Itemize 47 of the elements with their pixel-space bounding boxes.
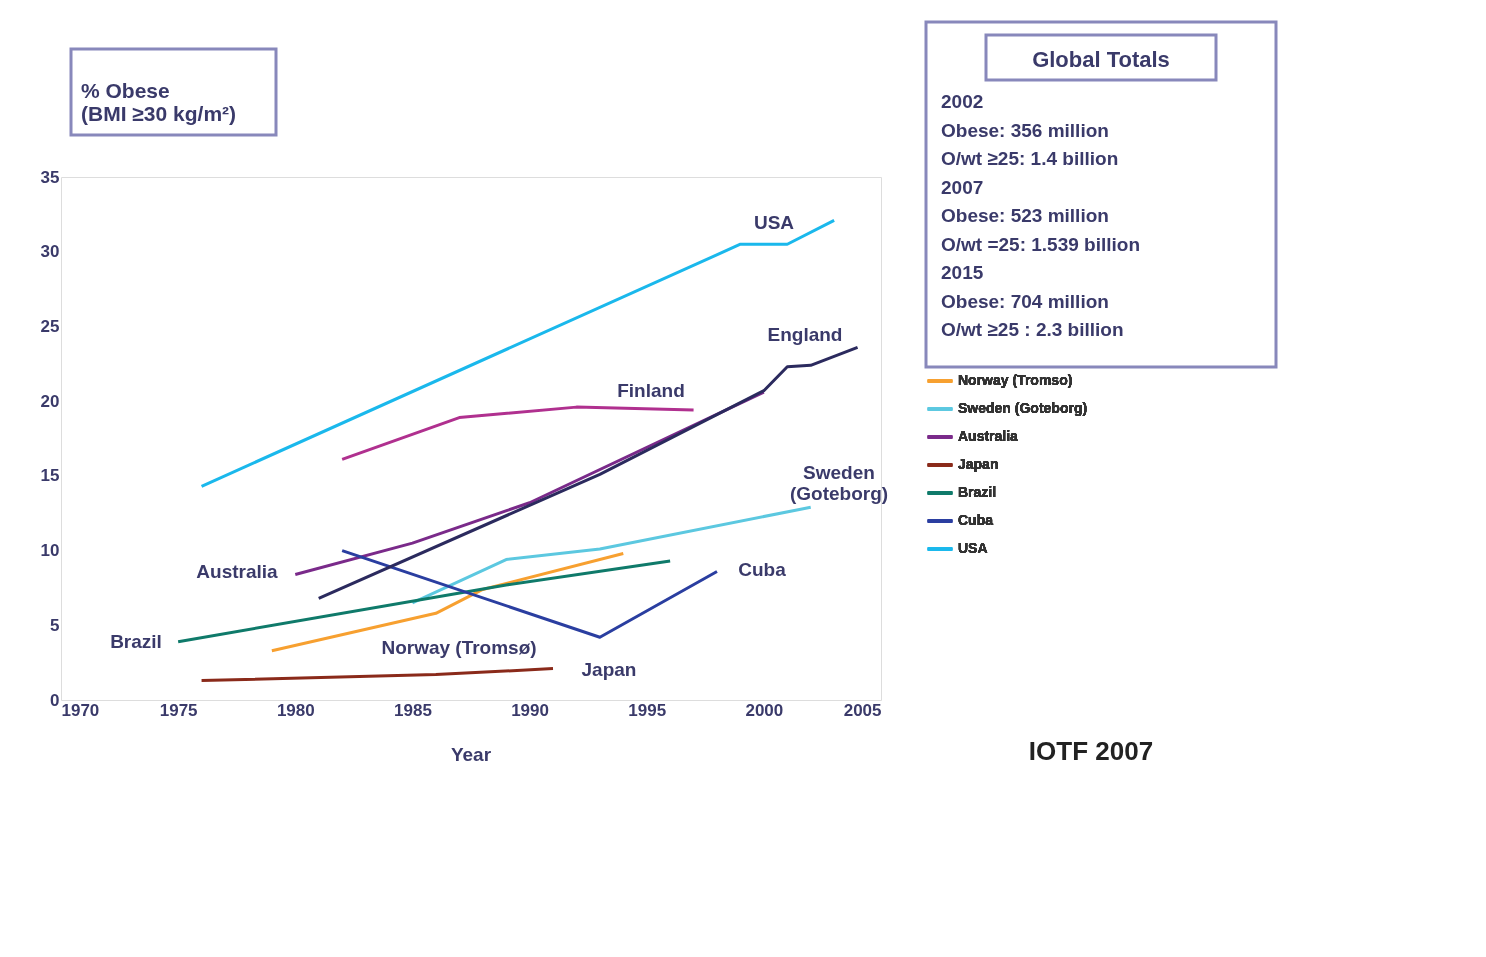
y-tick-label: 35	[40, 167, 60, 187]
legend-label: Australia	[958, 428, 1019, 444]
legend-label: Japan	[958, 456, 999, 472]
annotation: Norway (Tromsø)	[381, 637, 537, 658]
y-tick-label: 20	[40, 391, 60, 411]
text: O/wt ≥25 : 2.3 billion	[941, 319, 1124, 340]
annotation: Cuba	[738, 559, 787, 580]
text: 2015	[941, 262, 984, 283]
annotation: Brazil	[110, 631, 162, 652]
text: 2002	[941, 91, 984, 112]
text: O/wt ≥25: 1.4 billion	[941, 148, 1119, 169]
text: O/wt =25: 1.539 billion	[941, 233, 1141, 255]
y-tick-label: 30	[40, 242, 60, 262]
y-tick-label: 0	[50, 690, 60, 710]
x-tick-label: 1970	[61, 700, 100, 720]
x-axis-title: Year	[450, 744, 492, 765]
text: IOTF 2007	[1028, 736, 1154, 766]
y-tick-label: 25	[40, 316, 60, 336]
legend-label: USA	[958, 540, 988, 556]
line-series	[410, 505, 813, 605]
x-tick-label: 1985	[394, 700, 432, 720]
legend-label: Brazil	[958, 484, 997, 500]
y-tick-label: 5	[50, 615, 60, 635]
x-tick-label: 1975	[159, 700, 198, 720]
legend-label: Norway (Tromso)	[958, 372, 1073, 388]
annotation: USA	[753, 212, 795, 233]
text: Obese: 356 million	[941, 119, 1109, 141]
y-axis-title: % Obese (BMI ≥30 kg/m²)	[81, 79, 237, 125]
x-tick-label: 2000	[745, 700, 784, 720]
annotation: England	[767, 324, 843, 345]
text: Global Totals	[1032, 47, 1170, 72]
text: 2007	[941, 176, 984, 198]
annotation: Sweden (Goteborg)	[789, 462, 889, 504]
x-tick-label: 1995	[628, 700, 667, 720]
legend-label: Cuba	[958, 512, 994, 528]
text: Obese: 523 million	[941, 205, 1109, 226]
line-series	[340, 405, 696, 461]
legend-label: Sweden (Goteborg)	[958, 400, 1088, 416]
x-tick-label: 2005	[843, 700, 882, 720]
annotation: Japan	[581, 659, 637, 680]
annotation: Australia	[196, 561, 279, 582]
x-tick-label: 1980	[276, 700, 315, 720]
x-tick-label: 1990	[511, 700, 549, 720]
text: Obese: 704 million	[941, 290, 1109, 312]
annotation: Finland	[617, 380, 685, 401]
y-tick-label: 15	[40, 466, 60, 486]
y-tick-label: 10	[40, 541, 60, 561]
